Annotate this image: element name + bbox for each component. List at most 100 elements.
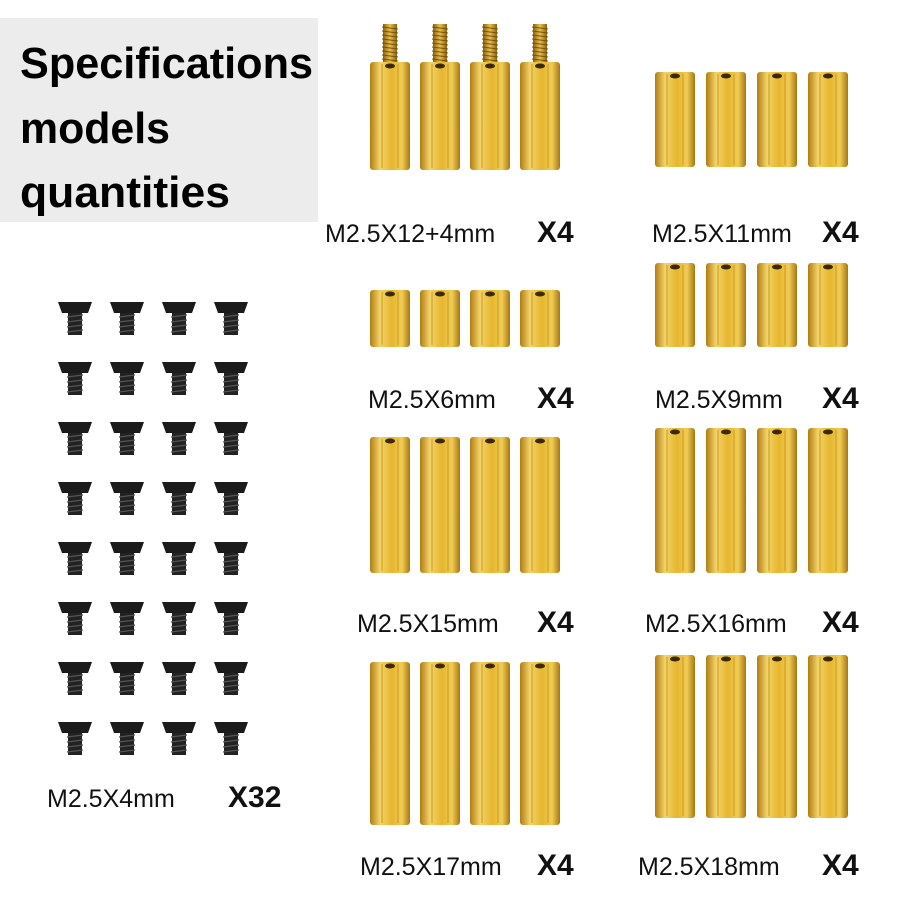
screw: [162, 542, 196, 575]
screw: [58, 722, 92, 755]
standoff-body: [370, 437, 410, 573]
quantity-label: X4: [822, 382, 859, 415]
screw-thread: [222, 444, 240, 448]
model-label: M2.5X4mm: [47, 785, 175, 813]
screw-thread: [66, 559, 84, 563]
standoff-hole: [435, 438, 445, 444]
screw-thread: [222, 439, 240, 443]
screw: [162, 422, 196, 455]
screw-thread: [66, 319, 84, 323]
screw-thread: [170, 379, 188, 383]
screw-head: [162, 302, 196, 313]
screw: [162, 362, 196, 395]
standoff: [370, 437, 410, 573]
standoff-hole: [385, 663, 395, 669]
screw-thread: [170, 569, 188, 573]
screw-shank: [120, 553, 134, 575]
screw-thread: [66, 614, 84, 618]
standoff: [520, 662, 560, 825]
screw-thread: [170, 434, 188, 438]
standoff: [470, 290, 510, 347]
screw-thread: [118, 689, 136, 693]
screw-thread: [66, 744, 84, 748]
screw-head: [58, 362, 92, 373]
screw-thread: [118, 734, 136, 738]
screw-thread: [118, 749, 136, 753]
standoff: [370, 662, 410, 825]
screw: [214, 542, 248, 575]
quantity-label: X4: [822, 216, 859, 249]
thread-ridge: [381, 26, 399, 30]
screw-head: [110, 662, 144, 673]
screw: [162, 662, 196, 695]
thread-ridge: [531, 58, 549, 62]
screw-thread: [118, 319, 136, 323]
thread-ridge: [381, 38, 399, 42]
thread-ridge: [381, 54, 399, 58]
standoff-hole: [721, 656, 731, 662]
screw: [58, 662, 92, 695]
screw-thread: [118, 509, 136, 513]
screw-thread: [66, 504, 84, 508]
standoff-body: [808, 655, 848, 818]
screw-thread: [222, 624, 240, 628]
thread-ridge: [481, 34, 499, 38]
screw-thread: [66, 749, 84, 753]
screw-shank: [224, 553, 238, 575]
screw: [110, 362, 144, 395]
standoff-body: [470, 290, 510, 347]
screw: [58, 302, 92, 335]
quantity-label: X4: [537, 849, 574, 882]
standoff-hole: [721, 429, 731, 435]
thread-ridge: [531, 50, 549, 54]
screw-thread: [66, 444, 84, 448]
screw-thread: [118, 389, 136, 393]
screw-thread: [66, 679, 84, 683]
screw-head: [162, 722, 196, 733]
standoff-hole: [385, 438, 395, 444]
screw-thread: [222, 494, 240, 498]
standoff-body: [370, 290, 410, 347]
screw: [162, 482, 196, 515]
screw-thread: [222, 674, 240, 678]
screw-thread: [118, 679, 136, 683]
standoff: [370, 290, 410, 347]
screw-thread: [66, 439, 84, 443]
screw-head: [162, 542, 196, 553]
screw-thread: [170, 439, 188, 443]
standoff-body: [808, 72, 848, 167]
thread-ridge: [431, 30, 449, 34]
thread-ridge: [431, 58, 449, 62]
screw: [110, 722, 144, 755]
thread-ridge: [381, 34, 399, 38]
standoff: [757, 72, 797, 167]
screw-head: [110, 602, 144, 613]
screw-shank: [224, 733, 238, 755]
standoff-body: [757, 428, 797, 573]
standoff-body: [706, 72, 746, 167]
standoff: [808, 428, 848, 573]
screw-thread: [170, 509, 188, 513]
model-label: M2.5X12+4mm: [325, 220, 495, 248]
screw-shank: [120, 733, 134, 755]
screw-thread: [170, 629, 188, 633]
screw-thread: [170, 734, 188, 738]
standoff-body: [420, 437, 460, 573]
thread-ridge: [531, 54, 549, 58]
screw-thread: [222, 749, 240, 753]
screw-shank: [68, 553, 82, 575]
standoff-body: [520, 290, 560, 347]
screw-thread: [118, 674, 136, 678]
screw-thread: [222, 324, 240, 328]
screw-thread: [222, 329, 240, 333]
screw-thread: [118, 684, 136, 688]
screw: [162, 722, 196, 755]
standoff-hole: [535, 291, 545, 297]
screw-head: [58, 662, 92, 673]
standoff: [420, 662, 460, 825]
quantity-label: X4: [537, 216, 574, 249]
screw-shank: [68, 673, 82, 695]
screw-thread: [66, 494, 84, 498]
screw-thread: [118, 554, 136, 558]
standoff-hole: [385, 63, 395, 69]
